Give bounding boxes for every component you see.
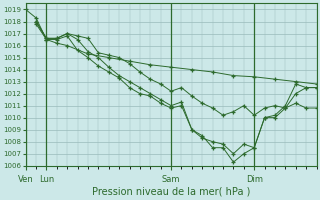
X-axis label: Pression niveau de la mer( hPa ): Pression niveau de la mer( hPa ) — [92, 187, 250, 197]
